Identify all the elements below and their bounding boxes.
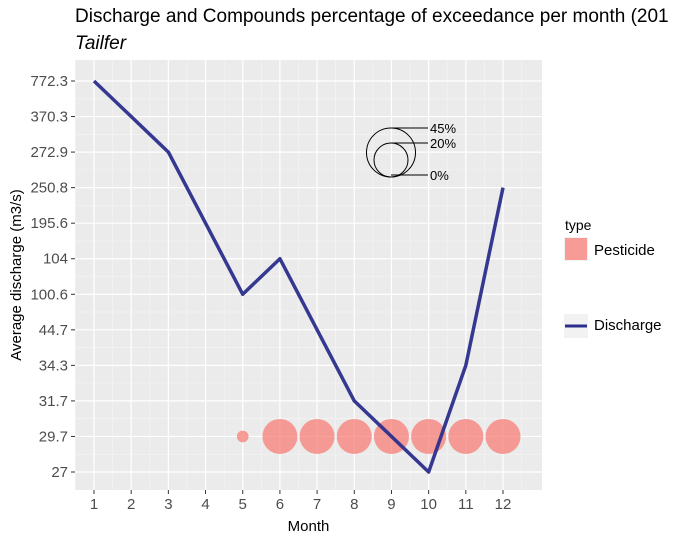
x-axis-label: Month bbox=[288, 518, 330, 535]
x-tick-label: 12 bbox=[495, 496, 512, 513]
y-tick-label: 104 bbox=[43, 251, 68, 268]
pesticide-bubble bbox=[262, 418, 298, 454]
size-legend-label: 45% bbox=[430, 121, 456, 136]
chart-subtitle: Tailfer bbox=[75, 33, 127, 54]
discharge-line bbox=[92, 79, 505, 474]
x-tick-label: 5 bbox=[239, 496, 247, 513]
y-tick-label: 195.6 bbox=[30, 215, 68, 232]
x-tick-label: 10 bbox=[420, 496, 437, 513]
x-tick-label: 2 bbox=[127, 496, 135, 513]
y-tick-label: 44.7 bbox=[39, 322, 68, 339]
x-axis-ticks: 1 2 3 4 5 6 7 8 9 10 11 12 bbox=[90, 490, 512, 513]
legend-label-discharge: Discharge bbox=[594, 317, 662, 334]
x-tick-label: 1 bbox=[90, 496, 98, 513]
x-tick-label: 8 bbox=[350, 496, 358, 513]
y-tick-label: 27 bbox=[51, 464, 68, 481]
y-tick-label: 250.8 bbox=[30, 180, 68, 197]
y-tick-label: 272.9 bbox=[30, 144, 68, 161]
y-axis-ticks: 27 29.7 31.7 34.3 44.7 100.6 104 195.6 250.8 272.… bbox=[30, 73, 75, 481]
legend-key-discharge bbox=[564, 314, 588, 338]
size-legend: 45%20% 0% bbox=[366, 121, 456, 183]
chart-title: Discharge and Compounds percentage of ex… bbox=[75, 6, 669, 27]
y-tick-label: 370.3 bbox=[30, 109, 68, 126]
y-tick-label: 31.7 bbox=[39, 393, 68, 410]
x-tick-label: 7 bbox=[313, 496, 321, 513]
y-tick-label: 100.6 bbox=[30, 286, 68, 303]
legend-title: type bbox=[565, 217, 592, 233]
plot-panel bbox=[75, 60, 542, 490]
x-tick-label: 4 bbox=[201, 496, 209, 513]
legend-key-pesticide bbox=[564, 237, 588, 261]
y-tick-label: 772.3 bbox=[30, 73, 68, 90]
x-tick-label: 11 bbox=[458, 496, 474, 513]
y-axis-label: Average discharge (m3/s) bbox=[8, 189, 25, 360]
legend-label-pesticide: Pesticide bbox=[594, 242, 655, 259]
size-legend-label: 0% bbox=[430, 168, 449, 183]
y-tick-label: 34.3 bbox=[39, 357, 68, 374]
x-tick-label: 3 bbox=[164, 496, 172, 513]
pesticide-bubble bbox=[236, 430, 249, 443]
discharge-line-group bbox=[92, 79, 505, 474]
size-legend-label: 20% bbox=[430, 136, 456, 151]
legend-swatch-pesticide bbox=[565, 238, 587, 260]
pesticide-bubble bbox=[299, 418, 335, 454]
x-tick-label: 9 bbox=[387, 496, 395, 513]
pesticide-bubble bbox=[336, 418, 372, 454]
y-tick-label: 29.7 bbox=[39, 428, 68, 445]
x-tick-label: 6 bbox=[276, 496, 284, 513]
pesticide-bubble bbox=[448, 418, 484, 454]
pesticide-bubble bbox=[485, 418, 521, 454]
